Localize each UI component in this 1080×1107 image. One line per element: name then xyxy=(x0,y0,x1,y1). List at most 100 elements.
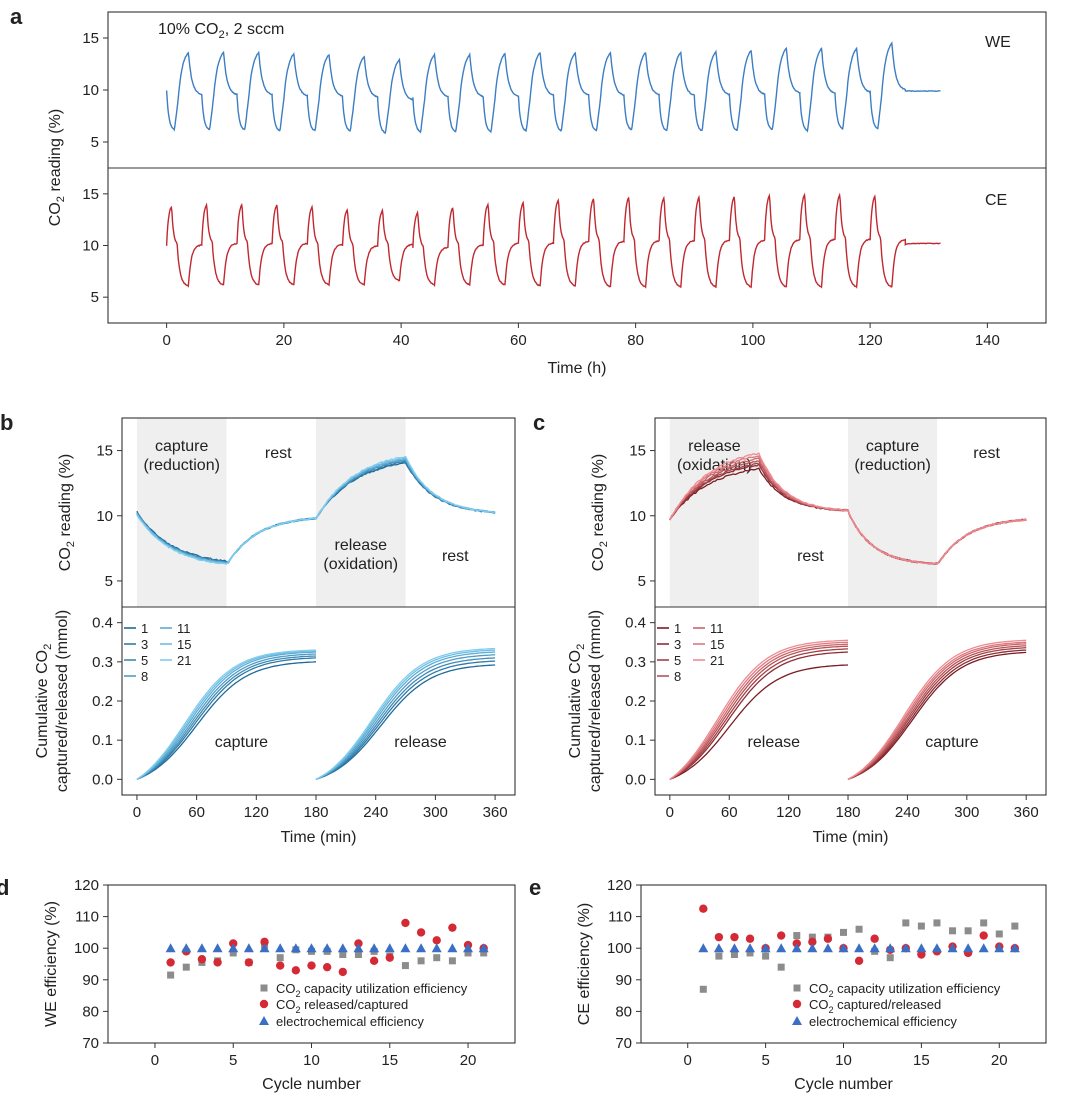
panel-c-x-tick-label: 300 xyxy=(954,804,979,821)
panel-c-legend-label: 1 xyxy=(674,621,681,636)
panel-e-point-triangle xyxy=(713,943,724,953)
panel-d-y-tick-label: 70 xyxy=(82,1035,99,1052)
panel-d-point-circle xyxy=(291,966,301,975)
panel-b-cum-first-3 xyxy=(136,657,317,780)
panel-c-legend-label: 5 xyxy=(674,653,681,668)
panel-c-bottom-ylabel1: Cumulative CO2 xyxy=(567,644,587,759)
panel-c-legend-label: 15 xyxy=(710,637,724,652)
panel-a-ce-y-tick-label: 15 xyxy=(82,186,99,203)
panel-d-point-circle xyxy=(369,956,379,966)
panel-d-point-triangle xyxy=(369,943,380,953)
panel-b-cum-second-21 xyxy=(315,647,496,780)
panel-c-cum-first-15 xyxy=(669,641,849,780)
panel-a-x-tick-label: 40 xyxy=(393,332,410,349)
panel-b-xlabel: Time (min) xyxy=(281,829,357,846)
panel-e-y-tick-label: 70 xyxy=(615,1035,632,1052)
panel-c-legend-label: 3 xyxy=(674,637,681,652)
panel-b-cum-second-3 xyxy=(315,660,496,780)
panel-b-phase-label: (reduction) xyxy=(143,457,219,474)
panel-d-legend-label: CO2 capacity utilization efficiency xyxy=(276,981,468,999)
panel-e-point-triangle xyxy=(900,943,911,953)
panel-c-cum-first-8 xyxy=(669,645,849,780)
panel-d-point-triangle xyxy=(212,943,223,953)
panel-b-shade xyxy=(136,418,227,607)
panel-e-y-tick-label: 110 xyxy=(608,909,632,926)
panel-d-legend-marker xyxy=(259,1016,269,1025)
panel-b-bottom-y-tick-label: 0.2 xyxy=(92,693,113,710)
panel-c-cum-first-5 xyxy=(669,648,849,780)
panel-b: b0 60 120 180 240 300 360510150.00.10.20.30.4T… xyxy=(0,410,516,846)
panel-d-y-tick-label: 110 xyxy=(75,909,99,926)
panel-c-bottom-y-tick-label: 0.3 xyxy=(625,654,646,671)
panel-b-cum-first-1 xyxy=(136,661,317,780)
panel-b-cum-second-8 xyxy=(315,654,496,780)
panel-b-top-ylabel: CO2 reading (%) xyxy=(57,454,77,571)
panel-e-x-tick-label: 5 xyxy=(761,1052,769,1069)
panel-d-point-triangle xyxy=(463,943,474,953)
panel-c-cum-first-1 xyxy=(669,664,849,780)
panel-d-point-circle xyxy=(401,918,410,928)
panel-a-ce-label: CE xyxy=(985,192,1007,209)
panel-d-point-triangle xyxy=(243,943,254,953)
panel-e-point-triangle xyxy=(807,943,818,953)
panel-d-point-triangle xyxy=(306,943,317,953)
panel-b-legend-label: 1 xyxy=(141,621,148,636)
panel-d-y-tick-label: 90 xyxy=(82,972,99,989)
panel-e-point-circle xyxy=(808,937,817,947)
panel-b-section-label: capture xyxy=(215,734,268,751)
panel-d-point-circle xyxy=(213,958,222,967)
panel-b-section-label: release xyxy=(394,734,447,751)
panel-e-point-square xyxy=(699,985,707,993)
panel-b-top-y-tick-label: 5 xyxy=(105,573,113,590)
panel-e-point-triangle xyxy=(822,943,833,953)
panel-e-point-triangle xyxy=(994,943,1005,953)
panel-d-x-tick-label: 0 xyxy=(151,1052,159,1069)
panel-e-legend-label: CO2 capacity utilization efficiency xyxy=(809,981,1001,999)
panel-a-x-tick-label: 120 xyxy=(858,332,883,349)
panel-e-point-triangle xyxy=(745,943,756,953)
panel-b-bottom-y-tick-label: 0.1 xyxy=(92,732,113,749)
panel-d-point-triangle xyxy=(384,943,395,953)
panel-c-x-tick-label: 120 xyxy=(776,804,801,821)
panel-e-legend-label: electrochemical efficiency xyxy=(809,1014,957,1029)
panel-a-we-y-tick-label: 15 xyxy=(82,30,99,47)
panel-d-legend-marker xyxy=(260,984,268,992)
panel-e-point-triangle xyxy=(729,943,740,953)
panel-e-legend-marker xyxy=(792,1016,802,1025)
panel-d-point-circle xyxy=(448,923,457,932)
panel-e-point-square xyxy=(746,949,754,957)
panel-e-point-square xyxy=(917,922,925,930)
panel-c-bottom-y-tick-label: 0.1 xyxy=(625,732,646,749)
panel-c-top-y-tick-label: 10 xyxy=(629,508,646,525)
panel-c-x-tick-label: 0 xyxy=(666,804,674,821)
panel-d-point-circle xyxy=(260,937,269,947)
panel-b-bottom-y-tick-label: 0.0 xyxy=(92,771,113,788)
panel-d-point-circle xyxy=(432,936,441,945)
panel-b-cum-first-21 xyxy=(136,649,317,780)
panel-b-cum-second-5 xyxy=(315,657,496,780)
panel-b-top-y-tick-label: 10 xyxy=(96,508,113,525)
panel-e-point-square xyxy=(995,930,1003,938)
panel-b-cum-first-15 xyxy=(136,650,317,780)
panel-e-point-square xyxy=(808,933,816,941)
panel-c-cum-second-11 xyxy=(847,643,1027,780)
panel-b-letter: b xyxy=(0,410,13,435)
panel-d-point-circle xyxy=(166,958,175,967)
panel-e-point-triangle xyxy=(838,943,849,953)
panel-b-bottom-y-tick-label: 0.4 xyxy=(92,615,113,632)
panel-d-point-square xyxy=(339,951,347,959)
panel-d-point-circle xyxy=(275,961,285,970)
panel-e-point-triangle xyxy=(760,943,771,953)
panel-c-phase-label: (reduction) xyxy=(854,457,930,474)
panel-c-x-tick-label: 360 xyxy=(1014,804,1039,821)
panel-c-top-ylabel: CO2 reading (%) xyxy=(590,454,610,571)
panel-a-x-tick-label: 100 xyxy=(740,332,765,349)
panel-c-top-cycle-21 xyxy=(669,452,1027,565)
panel-c-phase-label: rest xyxy=(797,548,824,565)
panel-e-point-triangle xyxy=(931,943,942,953)
panel-e-point-square xyxy=(933,919,941,927)
panel-b-cum-second-11 xyxy=(315,651,496,780)
panel-d-point-square xyxy=(182,963,190,971)
panel-e-point-square xyxy=(715,952,723,960)
panel-c-phase-label: capture xyxy=(866,438,919,455)
